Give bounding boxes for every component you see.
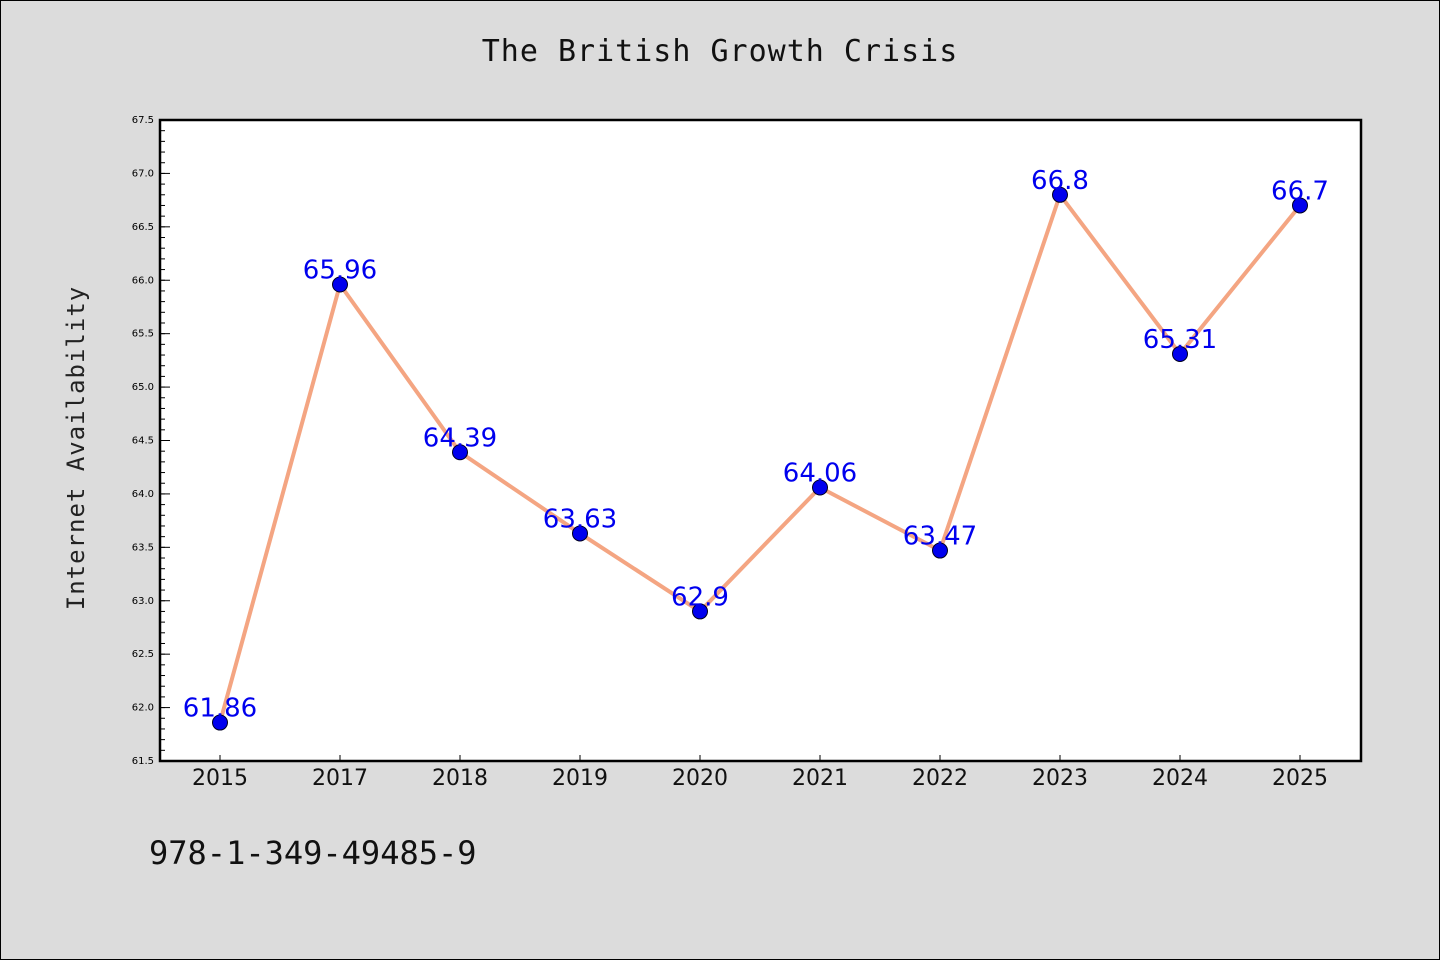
data-label: 63.47 [903, 522, 977, 552]
data-point [1052, 186, 1068, 203]
data-point [692, 603, 708, 620]
y-tick-label: 63.0 [132, 596, 154, 607]
data-point [212, 714, 228, 731]
y-tick-label: 65.0 [132, 382, 154, 393]
data-label: 63.63 [543, 504, 617, 534]
data-label: 65.31 [1143, 325, 1217, 355]
data-point [812, 479, 828, 496]
y-tick-label: 61.5 [132, 756, 154, 767]
x-tick-label: 2015 [192, 766, 248, 791]
y-tick-label: 64.0 [132, 489, 154, 500]
y-tick-label: 64.5 [132, 436, 154, 447]
series-line [218, 192, 1302, 725]
y-tick-label: 62.5 [132, 649, 154, 660]
data-point [1292, 197, 1308, 214]
data-label: 65.96 [303, 256, 377, 286]
data-label: 64.06 [783, 459, 857, 489]
data-label: 66.7 [1271, 176, 1329, 206]
y-tick-label: 62.0 [132, 703, 154, 714]
data-label: 61.86 [183, 694, 257, 724]
data-label: 62.9 [671, 582, 729, 612]
y-tick-label: 65.5 [132, 329, 154, 340]
x-tick-label: 2024 [1152, 766, 1208, 791]
chart-title: The British Growth Crisis [481, 34, 959, 69]
x-tick-label: 2022 [912, 766, 968, 791]
x-tick-label: 2025 [1272, 766, 1328, 791]
data-label: 64.39 [423, 423, 497, 453]
data-point [332, 276, 348, 293]
y-tick-label: 66.5 [132, 222, 154, 233]
x-tick-label: 2019 [552, 766, 608, 791]
y-tick-label: 63.5 [132, 542, 154, 553]
x-tick-label: 2020 [672, 766, 728, 791]
x-tick-label: 2018 [432, 766, 488, 791]
data-label: 66.8 [1031, 166, 1089, 196]
data-point [572, 525, 588, 542]
data-point [452, 444, 468, 461]
data-point [932, 542, 948, 559]
x-tick-label: 2017 [312, 766, 368, 791]
x-tick-label: 2021 [792, 766, 848, 791]
y-tick-label: 67.5 [132, 115, 154, 126]
plot-area [160, 120, 1361, 761]
y-tick-label: 67.0 [132, 168, 154, 179]
isbn-text: 978-1-349-49485-9 [149, 834, 477, 872]
y-tick-label: 66.0 [132, 275, 154, 286]
plot-frame [158, 118, 1363, 763]
x-tick-label: 2023 [1032, 766, 1088, 791]
data-point [1172, 345, 1188, 362]
